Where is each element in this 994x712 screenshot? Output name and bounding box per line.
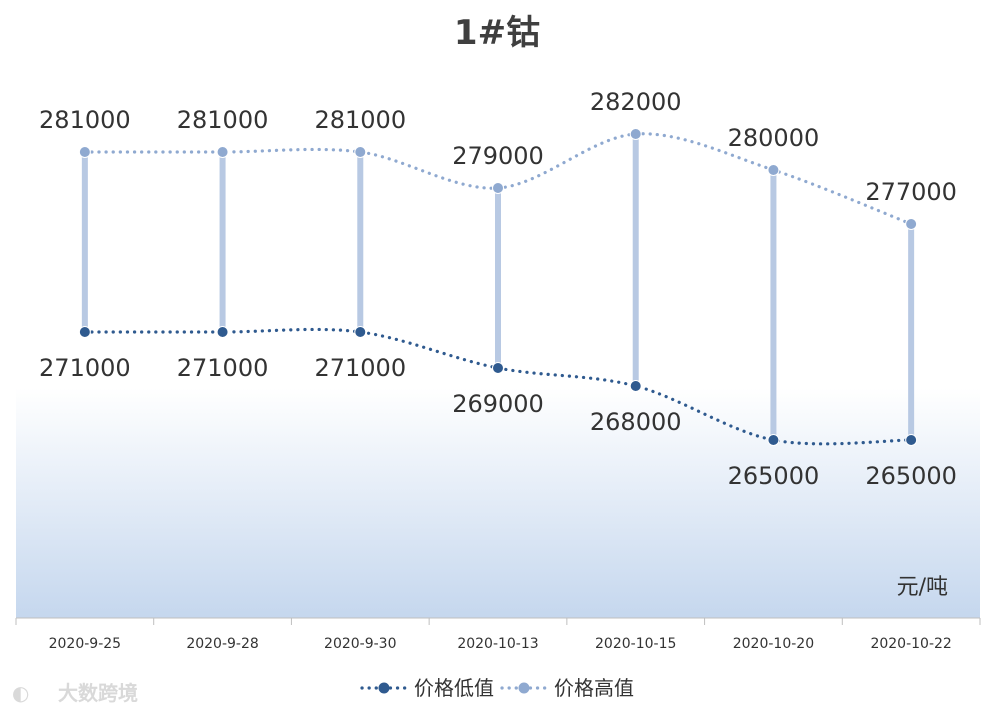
legend-label: 价格低值 — [414, 676, 494, 700]
marker-low — [216, 326, 229, 338]
chart-title: 1#钴 — [454, 13, 540, 53]
x-tick-label: 2020-10-15 — [595, 636, 676, 652]
x-tick-label: 2020-10-22 — [870, 636, 951, 652]
x-tick-label: 2020-9-25 — [49, 636, 121, 652]
marker-high — [216, 146, 229, 158]
data-label-high: 277000 — [865, 178, 957, 206]
watermark-logo-icon: ◐ — [12, 681, 29, 705]
x-tick-label: 2020-9-30 — [324, 636, 396, 652]
unit-label: 元/吨 — [897, 575, 948, 600]
marker-low — [492, 362, 504, 374]
marker-low — [78, 326, 91, 338]
marker-low — [905, 434, 918, 446]
data-label-low: 265000 — [865, 462, 957, 490]
marker-high — [78, 146, 91, 158]
data-label-low: 265000 — [728, 462, 820, 490]
data-label-high: 279000 — [452, 142, 544, 170]
x-tick-label: 2020-10-20 — [733, 636, 814, 652]
marker-high — [767, 164, 780, 176]
marker-high — [492, 182, 504, 194]
x-axis-ticks: 2020-9-25 2020-9-28 2020-9-30 2020-10-13 202… — [15, 618, 981, 652]
data-label-low: 268000 — [590, 408, 682, 436]
data-label-high: 281000 — [39, 106, 131, 134]
marker-low — [354, 326, 367, 338]
legend-label: 价格高值 — [554, 676, 634, 700]
legend: 价格低值 价格高值 — [360, 676, 634, 700]
data-label-high: 280000 — [728, 124, 820, 152]
watermark-text: 大数跨境 — [58, 681, 138, 705]
data-label-low: 269000 — [452, 390, 544, 418]
data-label-high: 281000 — [314, 106, 406, 134]
x-tick-label: 2020-9-28 — [186, 636, 258, 652]
data-label-high: 282000 — [590, 88, 682, 116]
marker-high — [354, 146, 367, 158]
marker-low — [767, 434, 780, 446]
marker-high — [629, 128, 642, 140]
data-label-low: 271000 — [314, 354, 406, 382]
legend-marker-icon — [518, 682, 530, 694]
series-markers — [78, 128, 918, 446]
marker-high — [905, 218, 918, 230]
data-label-low: 271000 — [39, 354, 131, 382]
data-labels: 281000 281000 281000 279000 282000 280000 2770… — [39, 88, 957, 490]
marker-low — [629, 380, 642, 392]
data-label-high: 281000 — [177, 106, 269, 134]
x-tick-label: 2020-10-13 — [457, 636, 538, 652]
legend-marker-icon — [378, 682, 390, 694]
watermark: ◐ 大数跨境 — [12, 681, 138, 705]
drop-lines — [81, 131, 915, 443]
data-label-low: 271000 — [177, 354, 269, 382]
